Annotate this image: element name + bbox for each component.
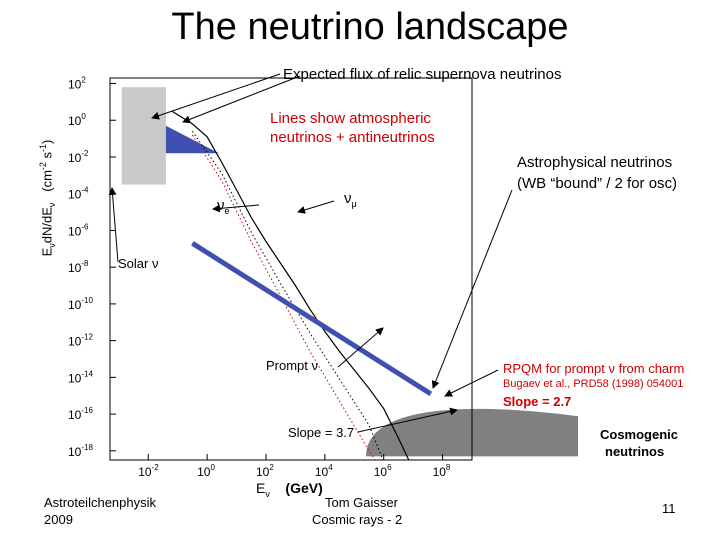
nu-e-label: νe [217, 197, 230, 216]
solar-band [121, 87, 166, 185]
x-tick-label: 10-2 [138, 463, 159, 479]
page-number: 11 [662, 501, 676, 516]
y-tick-label: 10-14 [68, 369, 93, 385]
nu-e-arrow [212, 204, 260, 213]
slope-37-arrow [357, 407, 458, 433]
tick-labels-layer: 102 100 10-2 10-4 10-6 10-8 10-10 10-12 10-14 10-… [68, 76, 451, 479]
curves-layer [171, 110, 433, 460]
atmospheric-neutrino-curve-2 [191, 134, 376, 460]
prompt-arrow [337, 327, 384, 368]
footer-course: Astroteilchenphysik [44, 495, 156, 510]
y-tick-label: 10-10 [68, 296, 93, 312]
footer-author: Tom Gaisser [325, 495, 398, 510]
relic-arrow [151, 73, 281, 120]
astrophysical-neutrino-line [191, 241, 433, 397]
astro-label-2: (WB “bound” / 2 for osc) [517, 175, 678, 192]
atmo-label-1: Lines show atmospheric [270, 110, 431, 127]
rpqm-arrow [444, 369, 499, 397]
prompt-label: Prompt ν [266, 358, 319, 373]
relic-label: Expected flux of relic supernova neutrin… [283, 66, 562, 83]
footer-year: 2009 [44, 512, 73, 527]
atmo-label-2: neutrinos + antineutrinos [270, 129, 435, 146]
astro-label-1: Astrophysical neutrinos [517, 154, 673, 171]
nu-mu-arrow [297, 200, 335, 214]
relic-supernova-band [165, 125, 219, 154]
solar-arrow [108, 187, 119, 263]
y-tick-label: 10-4 [68, 186, 89, 202]
y-tick-label: 102 [68, 76, 86, 92]
x-tick-label: 104 [315, 463, 333, 479]
y-tick-label: 100 [68, 112, 86, 128]
bugaev-label: Bugaev et al., PRD58 (1998) 054001 [503, 378, 684, 390]
x-axis-label: Eν (GeV) [256, 480, 323, 499]
y-tick-label: 10-6 [68, 222, 89, 238]
footer-lecture: Cosmic rays - 2 [312, 512, 403, 527]
x-tick-label: 106 [374, 463, 392, 479]
atmospheric-neutrino-curve-1 [191, 131, 384, 460]
slide-title: The neutrino landscape [171, 6, 569, 48]
y-tick-label: 10-18 [68, 443, 93, 459]
nu-mu-label: νμ [344, 190, 357, 209]
solar-label: Solar ν [118, 256, 159, 271]
slope-27-label: Slope = 2.7 [503, 394, 572, 409]
atmospheric-neutrino-curve-0 [171, 110, 410, 460]
slope-37-label: Slope = 3.7 [288, 425, 355, 440]
callout-arrows-layer [108, 73, 513, 433]
x-tick-label: 108 [433, 463, 451, 479]
y-tick-label: 10-2 [68, 149, 89, 165]
x-tick-label: 100 [197, 463, 215, 479]
cosmogenic-label-2: neutrinos [605, 444, 665, 459]
astro-arrow [431, 189, 513, 389]
y-tick-label: 10-12 [68, 333, 93, 349]
plot-border [109, 77, 473, 461]
y-axis-label: EνdN/dEν (cm-2 s-1) [38, 139, 57, 257]
y-tick-label: 10-16 [68, 406, 93, 422]
relic-arrow-2 [182, 75, 301, 124]
x-tick-label: 102 [256, 463, 274, 479]
cosmogenic-label-1: Cosmogenic [600, 427, 679, 442]
y-tick-label: 10-8 [68, 259, 89, 275]
rpqm-label: RPQM for prompt ν from charm [503, 361, 685, 376]
